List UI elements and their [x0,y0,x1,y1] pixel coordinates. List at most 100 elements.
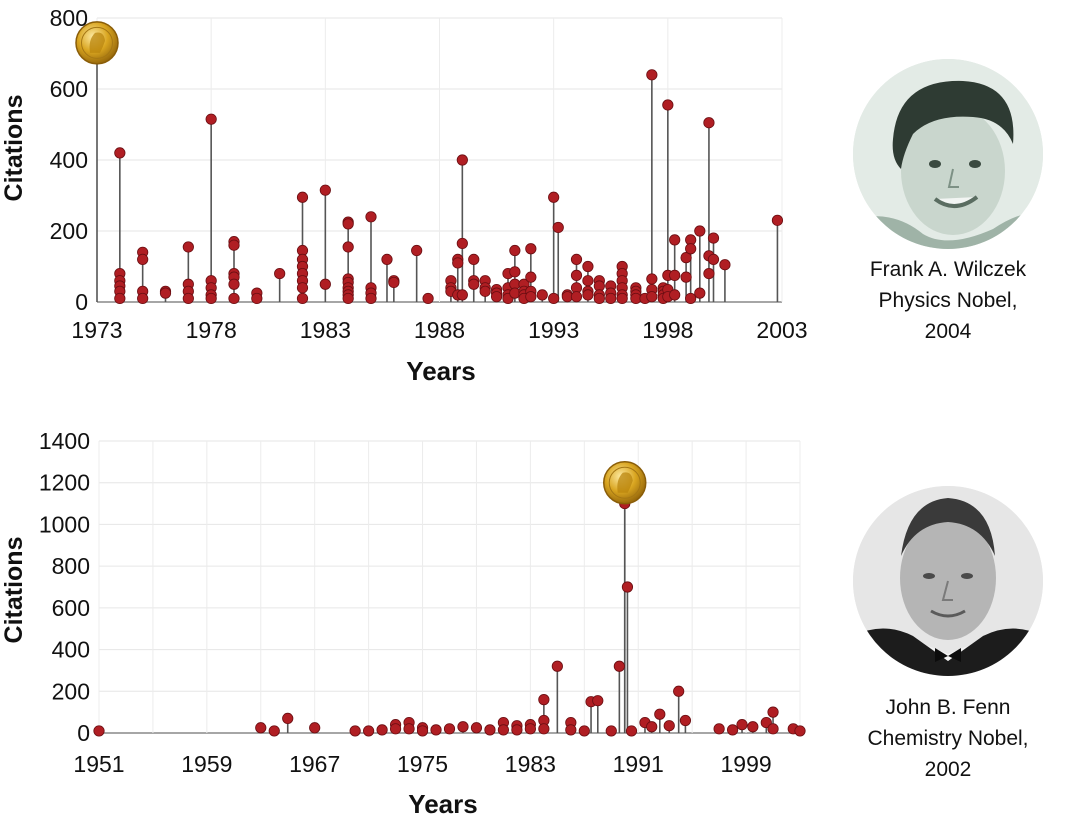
citation-point [707,232,720,244]
medal-profile [89,32,105,53]
laureate-name: John B. Fenn [885,696,1011,719]
citation-point [511,724,523,736]
laureate-name: Frank A. Wilczek [869,258,1027,281]
citation-point [646,273,658,285]
citation-points [114,69,784,305]
citation-point [363,725,375,737]
wilczek-portrait-photo [853,59,1043,249]
citation-point [228,292,240,305]
citation-point [456,289,468,301]
citation-stems [96,42,779,302]
citation-point [654,708,666,720]
y-tick-label: 400 [50,147,88,173]
citation-point [205,292,217,305]
citation-point [592,695,604,707]
wilczek-citation-chart: 0 200 400 600 800 1973 1978 1983 1988 1993 1998 20… [0,5,808,386]
nobel-medal-icon [75,21,119,65]
citation-point [551,660,563,672]
citation-point [707,253,720,265]
citation-point [747,721,759,733]
citation-point [767,723,779,735]
citation-point [771,214,784,226]
citation-point [713,723,725,735]
citation-point [349,725,361,737]
citation-point [578,725,590,737]
citation-point [296,191,309,203]
citation-point [457,721,469,733]
grid-lines [96,17,783,303]
citation-point [411,244,423,257]
citation-point [365,292,377,305]
citation-point [388,276,400,289]
citation-point [228,239,240,251]
citation-point [422,292,434,305]
citation-point [605,725,617,737]
y-tick-label: 800 [50,5,88,31]
citation-point [114,292,126,305]
citation-point [582,275,594,287]
citation-point [443,723,456,735]
citation-point [646,291,658,303]
citation-point [274,267,286,280]
y-tick-label: 400 [52,637,90,663]
x-tick-label: 1991 [613,751,664,777]
citation-point [767,706,779,718]
citation-point [679,714,692,727]
citation-point [509,287,521,299]
citation-point [685,243,697,255]
citation-point [430,724,442,736]
citation-point [509,266,521,278]
x-tick-label: 1983 [505,751,556,777]
portrait-photo-grayscale-icon [853,486,1043,676]
y-axis-label: Citations [0,95,28,202]
citation-point [525,271,537,283]
x-tick-labels: 1951 1959 1967 1975 1983 1991 1999 [73,751,771,777]
citation-point [468,253,480,265]
y-tick-label: 600 [50,76,88,102]
citation-point [669,234,681,246]
citation-point [570,291,583,303]
citation-point [669,269,681,281]
x-tick-label: 1973 [71,317,122,343]
citation-points [93,497,806,737]
citation-point [538,723,550,735]
citation-point [456,237,468,250]
y-tick-label: 0 [75,289,88,315]
grid-lines [98,440,801,734]
citation-point [468,278,480,290]
citation-point [673,685,685,697]
citation-point [570,269,583,281]
y-tick-labels: 0 200 400 600 800 1000 1200 1400 [39,428,90,746]
citation-point [662,99,674,111]
citation-point [376,724,388,736]
y-tick-labels: 0 200 400 600 800 [50,5,88,315]
citation-point [703,117,715,129]
citation-point [342,218,354,230]
y-tick-label: 600 [52,595,90,621]
citation-point [342,241,354,253]
citation-point [137,292,149,305]
citation-point [646,721,658,733]
x-tick-label: 1998 [642,317,693,343]
citation-point [552,221,564,234]
citation-point [548,292,560,305]
laureate-prize: Physics Nobel, [878,289,1018,312]
medal-rim [608,466,641,499]
x-tick-label: 1959 [181,751,232,777]
y-tick-label: 200 [52,678,90,704]
citation-point [646,69,658,81]
citation-point [205,113,217,125]
citation-point [605,292,617,305]
wilczek-caption: Frank A. Wilczek Physics Nobel, 2004 [848,254,1048,347]
citation-point [93,725,105,737]
citation-point [416,725,429,737]
citation-point [536,289,548,301]
citation-point [296,282,309,294]
nobel-medal-icon [603,460,647,505]
citation-point [726,724,739,736]
citation-point [694,287,706,299]
citation-point [365,211,377,223]
citation-point [452,257,464,269]
x-tick-label: 1993 [528,317,579,343]
citation-point [616,292,628,305]
